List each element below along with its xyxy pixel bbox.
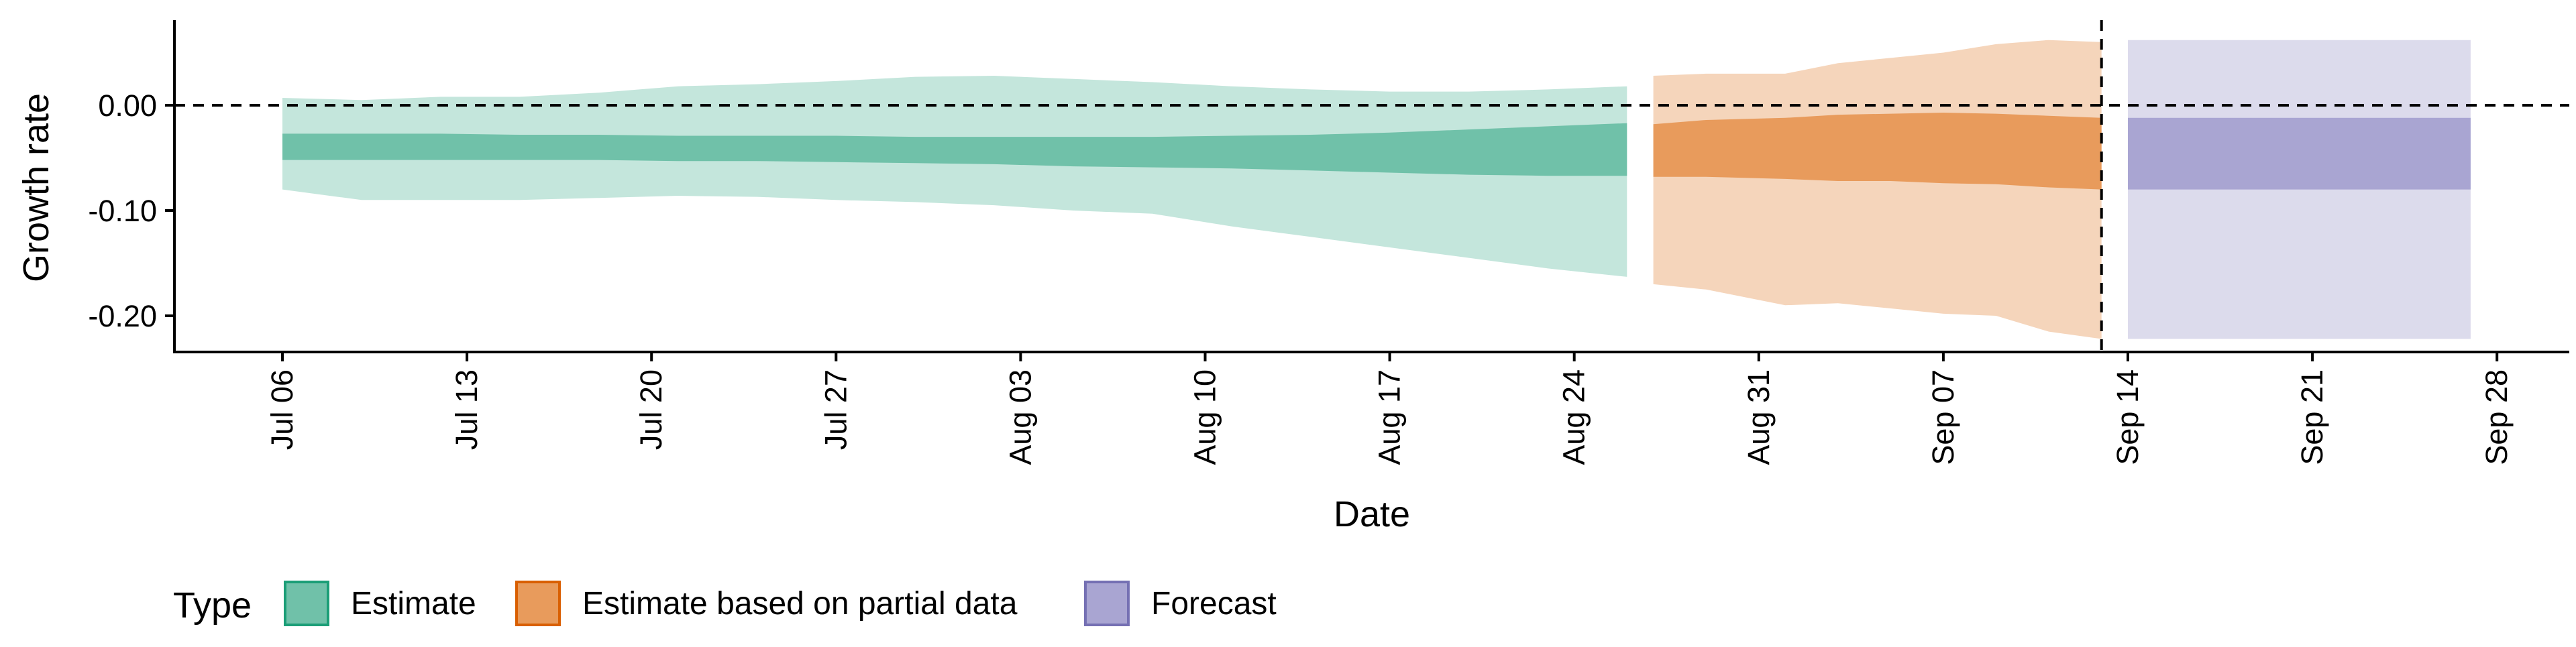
ribbon-90-estimate [282, 76, 1627, 277]
x-tick-label: Jul 20 [634, 369, 668, 450]
x-tick-label: Sep 14 [2110, 369, 2145, 465]
x-tick-label: Sep 28 [2479, 369, 2514, 465]
legend: Type Estimate Estimate based on partial d… [173, 581, 1277, 626]
legend-label-estimate: Estimate [351, 586, 476, 622]
x-tick-label: Aug 03 [1003, 369, 1037, 465]
legend-key-forecast [1084, 581, 1130, 626]
legend-label-estimate-based-on-partial-data: Estimate based on partial data [582, 586, 1018, 622]
legend-key-estimate-based-on-partial-data [515, 581, 561, 626]
x-tick-label: Aug 31 [1741, 369, 1776, 465]
legend-key-estimate [284, 581, 329, 626]
x-tick-label: Aug 10 [1188, 369, 1222, 465]
y-tick-label: 0.00 [98, 89, 157, 123]
tick-layer: 0.00 -0.10 -0.20 Jul 06 Jul 13 Jul 20 Jul 27 Au… [88, 89, 2514, 465]
ribbon-50-estimate [282, 123, 1627, 176]
x-tick-label: Sep 07 [1926, 369, 1960, 465]
x-tick-label: Aug 24 [1557, 369, 1591, 465]
ribbon-layer [282, 40, 2471, 339]
x-tick-label: Jul 27 [818, 369, 853, 450]
ribbon-50-forecast [2128, 117, 2471, 190]
y-axis-title: Growth rate [16, 93, 56, 282]
legend-title: Type [173, 585, 252, 626]
x-axis-title: Date [1334, 494, 1410, 534]
x-tick-label: Sep 21 [2295, 369, 2329, 465]
ribbon-90-estimate-based-on-partial-data [1653, 40, 2102, 339]
legend-label-forecast: Forecast [1151, 586, 1277, 622]
y-tick-label: -0.10 [88, 194, 157, 228]
ribbon-50-estimate-based-on-partial-data [1653, 113, 2102, 190]
axes-layer [173, 20, 2569, 353]
x-tick-label: Aug 17 [1373, 369, 1407, 465]
x-tick-label: Jul 06 [265, 369, 299, 450]
reference-lines [174, 20, 2569, 352]
y-tick-label: -0.20 [88, 299, 157, 333]
x-tick-label: Jul 13 [449, 369, 484, 450]
